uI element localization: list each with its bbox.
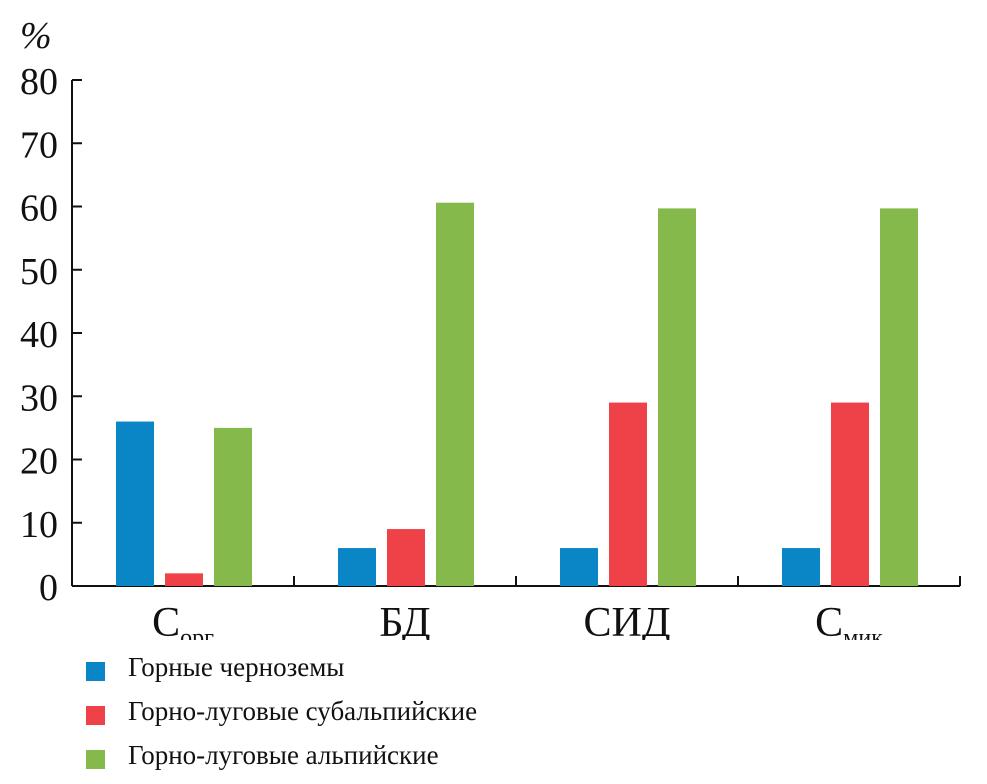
bar <box>658 208 696 586</box>
bar <box>116 421 154 586</box>
bar <box>387 529 425 586</box>
y-tick-label: 40 <box>20 314 58 356</box>
legend-label-subalpine: Горно-луговые субальпийские <box>128 696 478 726</box>
x-tick-label: Смик <box>815 600 883 640</box>
x-tick-label: БД <box>379 600 430 640</box>
legend-swatch-alpine <box>86 750 105 769</box>
bar-chart: 0 10 20 30 40 50 60 70 80 Сорг БД СИД Смик <box>20 61 961 640</box>
y-tick-label: 20 <box>20 441 58 483</box>
y-axis-unit-label: % <box>20 15 52 57</box>
bar <box>338 548 376 586</box>
y-tick-label: 30 <box>20 377 58 419</box>
y-tick-label: 0 <box>39 567 58 609</box>
y-tick-label: 50 <box>20 251 58 293</box>
bar <box>436 202 474 586</box>
bar <box>560 548 598 586</box>
bar <box>782 548 820 586</box>
bar <box>831 402 869 586</box>
y-tick-label: 10 <box>20 504 58 546</box>
bar <box>214 427 252 586</box>
y-tick-label: 80 <box>20 61 58 103</box>
legend-swatch-subalpine <box>86 706 105 725</box>
y-tick-label: 70 <box>20 124 58 166</box>
y-tick-label: 60 <box>20 188 58 230</box>
bar <box>165 573 203 586</box>
bar <box>880 208 918 586</box>
x-tick-label: СИД <box>584 600 671 640</box>
bar <box>609 402 647 586</box>
x-tick-label: Сорг <box>152 600 214 640</box>
legend-label-chernozems: Горные черноземы <box>128 652 345 682</box>
legend-label-alpine: Горно-луговые альпийские <box>128 740 439 770</box>
legend-swatch-chernozems <box>86 662 105 681</box>
